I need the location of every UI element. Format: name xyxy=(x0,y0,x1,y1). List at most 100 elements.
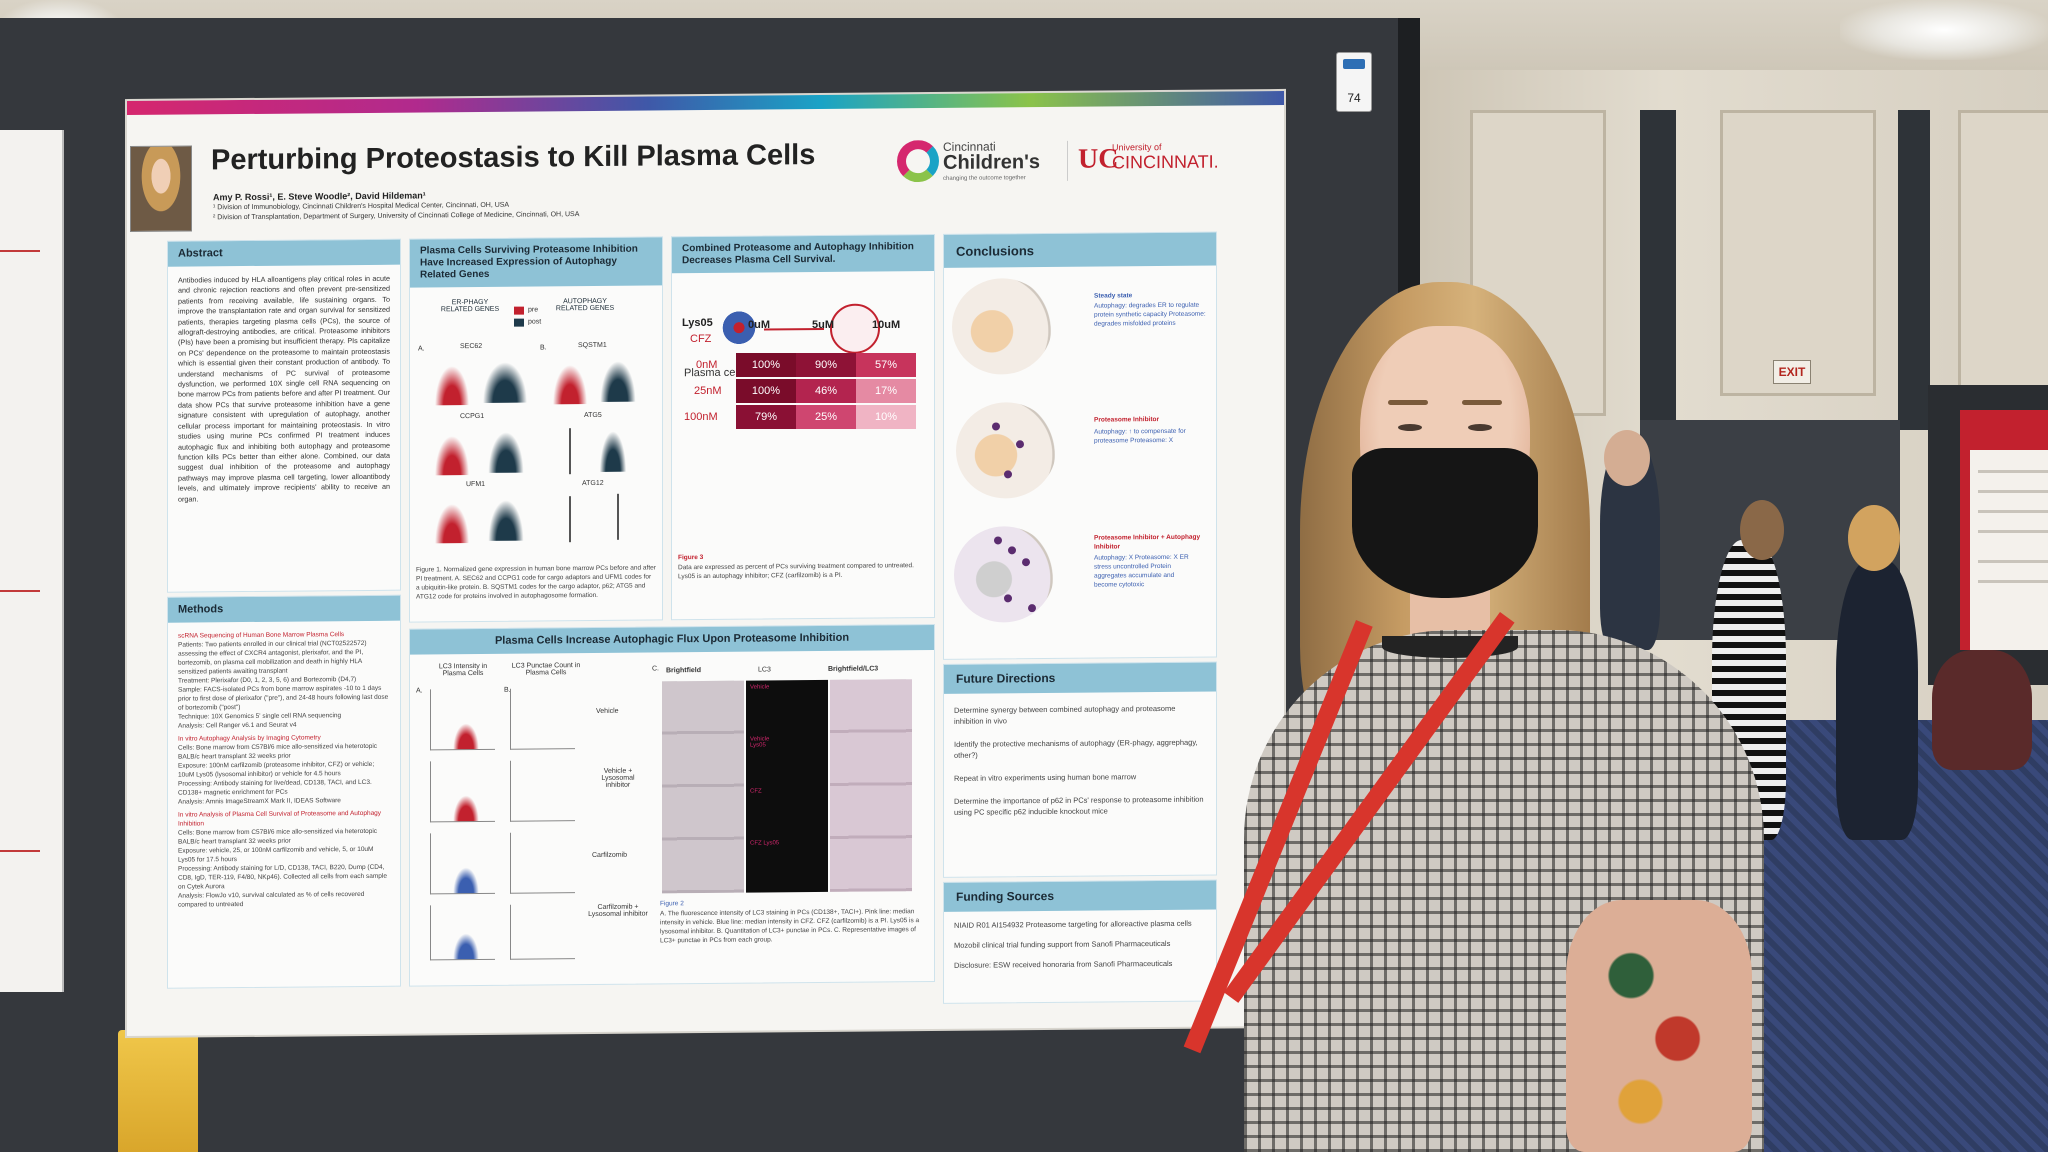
micro-condition-label: Vehicle Lys05 xyxy=(750,736,770,749)
board-number: 74 xyxy=(1347,91,1361,105)
funding-item: Disclosure: ESW received honoraria from … xyxy=(954,958,1173,970)
methods-heading: Methods xyxy=(168,595,400,623)
funding-item: Mozobil clinical trial funding support f… xyxy=(954,938,1171,950)
background-person-head xyxy=(1740,500,1784,560)
background-poster xyxy=(1960,410,2048,650)
violin-post xyxy=(598,425,628,472)
figure-1-section: Plasma Cells Surviving Proteasome Inhibi… xyxy=(409,236,663,623)
table-cell: 90% xyxy=(796,353,856,377)
protein-aggregate xyxy=(1028,604,1036,613)
legend-post-label: post xyxy=(528,318,542,326)
wall-column xyxy=(1898,110,1930,430)
gene-label: ATG12 xyxy=(582,479,604,488)
proteasome-inhibitor-title: Proteasome Inhibitor xyxy=(1094,416,1160,424)
micro-header: Brightfield/LC3 xyxy=(828,665,879,673)
figure-3-heading: Combined Proteasome and Autophagy Inhibi… xyxy=(672,235,934,274)
chandelier-right xyxy=(1840,0,2048,60)
table-row-header: 25nM xyxy=(694,385,722,397)
violin-pre xyxy=(432,497,472,544)
future-item: Repeat in vitro experiments using human … xyxy=(954,772,1137,783)
funding-section: Funding Sources NIAID R01 AI154932 Prote… xyxy=(943,879,1217,1004)
methods-text: scRNA Sequencing of Human Bone Marrow Pl… xyxy=(178,631,389,909)
micro-condition-label: CFZ Lys05 xyxy=(750,840,780,847)
funding-item: NIAID R01 AI154932 Proteasome targeting … xyxy=(954,918,1192,930)
figure-2-caption-title: Figure 2 xyxy=(660,900,684,908)
black-face-mask xyxy=(1352,448,1538,598)
protein-aggregate xyxy=(1004,594,1012,603)
board-number-tag: 74 xyxy=(1336,52,1372,112)
table-col-header: 10uM xyxy=(872,319,901,331)
background-person-head xyxy=(1848,505,1900,571)
presenter-eye xyxy=(1398,424,1422,431)
table-row-header: 0nM xyxy=(696,359,718,371)
methods-section: Methods scRNA Sequencing of Human Bone M… xyxy=(167,594,401,989)
condition-label: Vehicle xyxy=(596,707,619,715)
conclusions-section: Conclusions Steady state Autophagy: degr… xyxy=(943,231,1217,660)
figure-1-heading: Plasma Cells Surviving Proteasome Inhibi… xyxy=(410,237,662,288)
figure-2-heading: Plasma Cells Increase Autophagic Flux Up… xyxy=(410,625,934,655)
presenter-brow xyxy=(1388,400,1428,405)
protein-aggregate xyxy=(1004,470,1012,479)
proteasome-inhibitor-cell-illustration xyxy=(956,401,1056,499)
micro-header: Brightfield xyxy=(666,667,701,675)
wall-column xyxy=(1640,110,1676,450)
future-directions-list: Determine synergy between combined autop… xyxy=(954,703,1204,818)
proteasome-inhibitor-text: Autophagy: ↑ to compensate for proteasom… xyxy=(1094,427,1186,445)
er-phagy-label: ER-PHAGY RELATED GENES xyxy=(440,298,500,314)
background-person xyxy=(1932,650,2032,770)
figure-2-section: Plasma Cells Increase Autophagic Flux Up… xyxy=(409,623,935,987)
gene-label: ATG5 xyxy=(584,411,602,420)
funding-list: NIAID R01 AI154932 Proteasome targeting … xyxy=(954,919,1204,971)
legend-post-swatch xyxy=(514,318,524,327)
combined-inhibitor-cell-illustration xyxy=(954,525,1054,623)
background-person xyxy=(1836,560,1918,840)
violin-post xyxy=(598,355,638,402)
lc3-punctae-histogram xyxy=(510,904,575,960)
presenter-eye xyxy=(1468,424,1492,431)
lc3-images xyxy=(746,679,828,893)
combined-inhibitor-title: Proteasome Inhibitor + Autophagy Inhibit… xyxy=(1094,533,1201,551)
protein-aggregate xyxy=(1022,558,1030,567)
violin-post xyxy=(598,493,638,540)
lc3-intensity-histogram xyxy=(430,760,495,823)
wall-panel xyxy=(1958,110,2048,396)
lc3-intensity-histogram xyxy=(430,688,495,751)
adjacent-poster xyxy=(0,130,64,992)
figure-2-panel-c: C. xyxy=(652,665,659,673)
table-cell: 10% xyxy=(856,405,916,429)
violin-post xyxy=(486,494,526,541)
figure-2-col-a: LC3 Intensity in Plasma Cells xyxy=(438,662,488,678)
brightfield-images xyxy=(662,680,744,894)
figure-2-caption: A. The fluorescence intensity of LC3 sta… xyxy=(660,908,920,945)
violin-pre xyxy=(550,428,590,475)
background-person-head xyxy=(1604,430,1650,486)
protein-aggregate xyxy=(1008,546,1016,555)
table-cell: 100% xyxy=(736,379,796,403)
abstract-heading: Abstract xyxy=(168,239,400,267)
table-cell: 46% xyxy=(796,379,856,403)
lc3-intensity-histogram xyxy=(430,904,495,961)
protein-aggregate xyxy=(1016,440,1024,449)
poster-affiliations: ¹ Division of Immunobiology, Cincinnati … xyxy=(213,200,579,223)
micro-condition-label: CFZ xyxy=(750,788,762,795)
autophagy-label: AUTOPHAGY RELATED GENES xyxy=(555,297,615,313)
legend-pre-label: pre xyxy=(528,306,539,314)
table-row-axis: Lys05 xyxy=(682,317,713,329)
steady-state-title: Steady state xyxy=(1094,292,1133,300)
funding-heading: Funding Sources xyxy=(944,880,1216,912)
gene-label: UFM1 xyxy=(466,480,486,489)
table-col-axis: CFZ xyxy=(690,333,712,345)
exit-sign: EXIT xyxy=(1773,360,1811,384)
condition-label: Carfilzomib + Lysosomal inhibitor xyxy=(588,903,648,919)
cincinnati-childrens-logo-mark xyxy=(897,139,939,183)
violin-pre xyxy=(550,358,590,405)
author-photo xyxy=(130,145,192,233)
violin-post xyxy=(480,356,530,403)
gene-label: SEC62 xyxy=(460,342,483,351)
combined-inhibitor-text: Autophagy: X Proteasome: X ER stress unc… xyxy=(1094,553,1189,589)
violin-post xyxy=(486,426,526,473)
future-directions-section: Future Directions Determine synergy betw… xyxy=(943,661,1217,878)
condition-label: Carfilzomib xyxy=(592,851,628,859)
poster-title: Perturbing Proteostasis to Kill Plasma C… xyxy=(211,139,816,177)
future-item: Identify the protective mechanisms of au… xyxy=(954,737,1198,760)
